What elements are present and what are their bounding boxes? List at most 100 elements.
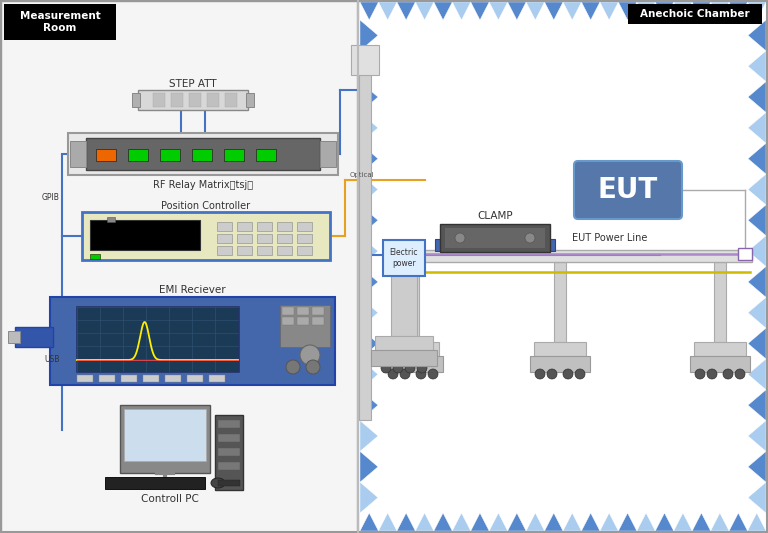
Polygon shape <box>563 513 581 531</box>
Text: Anechoic Chamber: Anechoic Chamber <box>641 9 750 19</box>
Circle shape <box>695 369 705 379</box>
Polygon shape <box>434 513 452 531</box>
Bar <box>388 250 752 262</box>
Polygon shape <box>748 482 766 513</box>
Polygon shape <box>360 390 378 421</box>
Bar <box>132 93 140 107</box>
Bar <box>70 141 86 167</box>
Bar <box>90 254 100 259</box>
Bar <box>237 234 252 243</box>
Polygon shape <box>545 513 563 531</box>
Bar <box>99 375 115 382</box>
Polygon shape <box>415 513 434 531</box>
Bar <box>217 246 232 255</box>
Bar <box>224 149 244 161</box>
Bar <box>160 149 180 161</box>
Text: Measurement
Room: Measurement Room <box>20 11 101 33</box>
Polygon shape <box>360 143 378 174</box>
Bar <box>358 1 767 532</box>
Polygon shape <box>360 205 378 236</box>
Bar <box>297 222 312 231</box>
Polygon shape <box>379 2 397 20</box>
Bar <box>407 262 419 342</box>
Polygon shape <box>489 2 508 20</box>
Bar <box>8 331 20 343</box>
Bar <box>297 246 312 255</box>
Polygon shape <box>600 2 618 20</box>
Polygon shape <box>747 513 766 531</box>
Bar <box>257 222 272 231</box>
Polygon shape <box>452 513 471 531</box>
Polygon shape <box>729 513 747 531</box>
Bar <box>153 93 165 107</box>
Circle shape <box>393 363 403 373</box>
Bar <box>86 138 320 170</box>
Polygon shape <box>674 2 692 20</box>
Text: EMI Reciever: EMI Reciever <box>159 285 226 295</box>
Bar <box>217 222 232 231</box>
Circle shape <box>306 360 320 374</box>
Bar <box>714 262 726 342</box>
Bar <box>68 133 338 175</box>
Polygon shape <box>692 2 710 20</box>
Bar <box>375 336 433 350</box>
Bar <box>277 246 292 255</box>
Ellipse shape <box>211 478 225 488</box>
Bar <box>218 434 240 442</box>
Bar <box>215 415 243 490</box>
Bar <box>530 356 590 372</box>
Polygon shape <box>397 2 415 20</box>
Circle shape <box>525 233 535 243</box>
Text: Electric
power: Electric power <box>389 248 419 268</box>
Polygon shape <box>415 2 434 20</box>
Bar <box>225 93 237 107</box>
Polygon shape <box>748 266 766 297</box>
Bar <box>237 246 252 255</box>
Polygon shape <box>748 236 766 266</box>
Polygon shape <box>748 451 766 482</box>
Bar <box>359 50 371 420</box>
Circle shape <box>455 233 465 243</box>
Polygon shape <box>526 2 545 20</box>
Polygon shape <box>710 2 729 20</box>
Polygon shape <box>563 2 581 20</box>
Polygon shape <box>434 2 452 20</box>
Polygon shape <box>748 328 766 359</box>
Text: Optical: Optical <box>350 172 375 178</box>
Bar <box>120 405 210 473</box>
Circle shape <box>535 369 545 379</box>
Bar <box>738 248 752 260</box>
Polygon shape <box>360 236 378 266</box>
Bar <box>378 20 748 513</box>
Bar <box>391 276 417 336</box>
Bar <box>387 342 439 356</box>
Bar <box>124 409 206 461</box>
Bar <box>192 149 212 161</box>
Polygon shape <box>748 390 766 421</box>
Bar <box>282 317 294 325</box>
Bar <box>207 93 219 107</box>
Bar <box>435 239 555 251</box>
Bar <box>82 212 330 260</box>
Circle shape <box>300 345 320 365</box>
Bar <box>320 141 336 167</box>
Circle shape <box>416 369 426 379</box>
Polygon shape <box>360 328 378 359</box>
Polygon shape <box>360 482 378 513</box>
Text: GPIB: GPIB <box>42 192 60 201</box>
Polygon shape <box>489 513 508 531</box>
Bar <box>107 217 115 222</box>
Polygon shape <box>748 205 766 236</box>
Bar <box>383 356 443 372</box>
Polygon shape <box>360 51 378 82</box>
Polygon shape <box>397 513 415 531</box>
Polygon shape <box>748 297 766 328</box>
Bar <box>189 93 201 107</box>
Bar <box>277 234 292 243</box>
Polygon shape <box>747 2 766 20</box>
Bar <box>694 342 746 356</box>
Bar <box>218 462 240 470</box>
Polygon shape <box>748 174 766 205</box>
Polygon shape <box>471 2 489 20</box>
Text: CLAMP: CLAMP <box>477 211 513 221</box>
